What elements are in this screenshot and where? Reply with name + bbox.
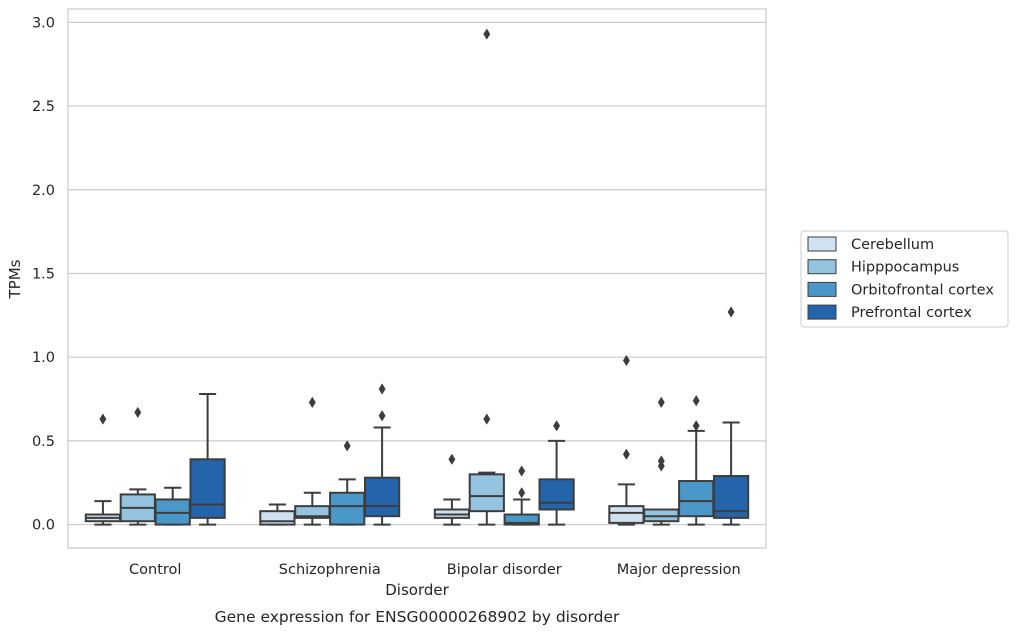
y-tick-label: 2.5 bbox=[32, 99, 55, 115]
box-iqr bbox=[329, 491, 366, 526]
outlier-point bbox=[657, 455, 665, 467]
x-axis-label: Disorder bbox=[385, 581, 449, 599]
y-tick-label: 3.0 bbox=[32, 15, 55, 31]
box-orbitofrontal-cortex bbox=[329, 440, 366, 526]
box-cerebellum bbox=[84, 413, 122, 526]
x-tick-label: Bipolar disorder bbox=[447, 562, 562, 578]
legend-label: Prefrontal cortex bbox=[851, 305, 972, 321]
outlier-point bbox=[378, 410, 386, 422]
y-tick-label: 2.0 bbox=[32, 183, 55, 199]
box-iqr bbox=[189, 458, 226, 519]
box-hipppocampus bbox=[294, 396, 331, 526]
outlier-point bbox=[692, 395, 700, 407]
box-hipppocampus bbox=[643, 396, 680, 526]
x-tick-labels: Control Schizophrenia Bipolar disorder Majo… bbox=[129, 562, 741, 578]
legend-label: Orbitofrontal cortex bbox=[851, 282, 994, 298]
box-cerebellum bbox=[608, 354, 645, 526]
box-orbitofrontal-cortex bbox=[503, 465, 540, 526]
outlier-point bbox=[308, 396, 316, 409]
outlier-point bbox=[99, 413, 107, 425]
outlier-point bbox=[727, 306, 735, 318]
box-hipppocampus bbox=[119, 406, 156, 526]
x-tick-label: Control bbox=[129, 562, 181, 578]
outlier-point bbox=[378, 383, 386, 395]
outlier-point bbox=[518, 465, 526, 477]
outlier-point bbox=[622, 354, 630, 367]
box-iqr bbox=[503, 513, 540, 526]
box-layer bbox=[84, 28, 750, 526]
legend-frame bbox=[800, 230, 1009, 328]
outlier-point bbox=[692, 420, 700, 432]
grid-layer bbox=[68, 21, 766, 526]
y-tick-labels: 0.0 0.5 1.0 1.5 2.0 2.5 3.0 bbox=[32, 15, 55, 533]
box-cerebellum bbox=[259, 503, 296, 526]
box-prefrontal-cortex bbox=[189, 393, 226, 526]
legend: Cerebellum Hipppocampus Orbitofrontal cort… bbox=[800, 230, 1009, 328]
y-tick-label: 1.5 bbox=[32, 266, 55, 282]
outlier-point bbox=[657, 396, 665, 409]
box-orbitofrontal-cortex bbox=[154, 486, 191, 526]
box-prefrontal-cortex bbox=[363, 383, 401, 526]
legend-swatch bbox=[807, 259, 837, 275]
y-axis-label: TPMs bbox=[6, 259, 24, 299]
y-tick-label: 0.0 bbox=[32, 518, 55, 534]
legend-swatch bbox=[807, 281, 837, 297]
legend-label: Cerebellum bbox=[851, 237, 934, 253]
box-hipppocampus bbox=[468, 28, 505, 526]
plot-frame bbox=[67, 8, 767, 549]
legend-swatch bbox=[807, 236, 837, 252]
outlier-point bbox=[553, 420, 561, 432]
box-iqr bbox=[538, 478, 575, 511]
box-orbitofrontal-cortex bbox=[678, 395, 715, 526]
box-prefrontal-cortex bbox=[712, 306, 750, 526]
box-iqr bbox=[363, 476, 401, 518]
outlier-point bbox=[448, 453, 456, 465]
outlier-point bbox=[518, 487, 526, 499]
box-iqr bbox=[608, 505, 645, 524]
box-iqr bbox=[678, 480, 715, 518]
x-tick-label: Major depression bbox=[617, 562, 741, 578]
outlier-point bbox=[134, 406, 142, 419]
x-tick-label: Schizophrenia bbox=[279, 562, 381, 578]
outlier-point bbox=[483, 28, 491, 40]
y-tick-label: 0.5 bbox=[32, 434, 55, 450]
outlier-point bbox=[483, 413, 491, 425]
box-cerebellum bbox=[433, 453, 471, 526]
chart-title: Gene expression for ENSG00000268902 by d… bbox=[215, 608, 620, 626]
y-tick-label: 1.0 bbox=[32, 350, 55, 366]
box-iqr bbox=[259, 510, 296, 526]
outlier-point bbox=[622, 448, 630, 460]
box-prefrontal-cortex bbox=[538, 420, 575, 526]
legend-items: Cerebellum Hipppocampus Orbitofrontal cort… bbox=[807, 236, 994, 321]
legend-label: Hipppocampus bbox=[851, 260, 959, 276]
legend-swatch bbox=[807, 304, 837, 320]
outlier-point bbox=[343, 440, 351, 452]
box-iqr bbox=[468, 473, 505, 513]
